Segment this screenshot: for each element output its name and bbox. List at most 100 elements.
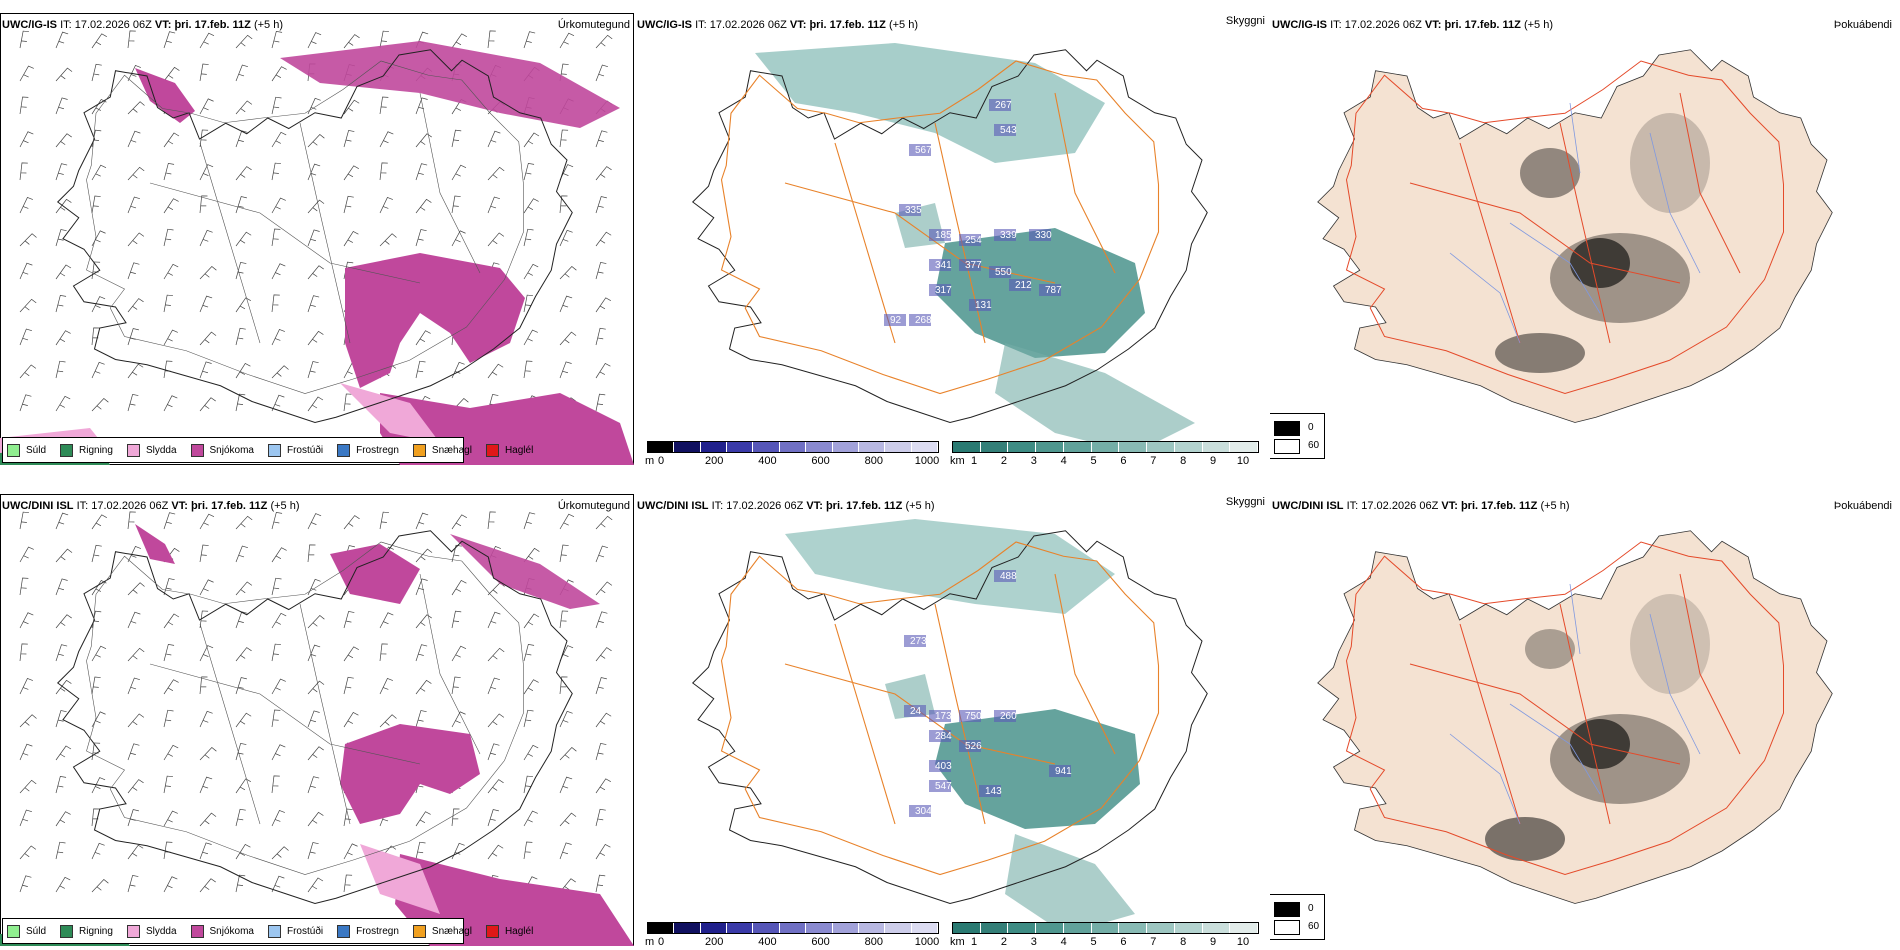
wind-barb <box>199 878 216 893</box>
wind-barb <box>415 360 426 379</box>
wind-barb <box>163 132 180 148</box>
wind-barb <box>163 578 175 596</box>
colorbar-tick: 0 <box>657 936 665 946</box>
cloud-base-marker <box>994 229 1016 241</box>
legend-item: Súld <box>7 924 46 938</box>
wind-barb <box>127 232 145 247</box>
wind-barb <box>55 198 72 214</box>
wind-barb <box>55 578 68 596</box>
wind-barb <box>19 678 33 695</box>
wind-barb <box>559 32 575 49</box>
cloud-base-label: 550 <box>995 267 1012 278</box>
wind-barb <box>595 647 612 662</box>
legend-label: Slydda <box>145 925 177 937</box>
wind-barb <box>235 363 251 379</box>
cloud-base-marker <box>909 805 931 817</box>
legend-swatch <box>190 443 204 457</box>
wind-barb <box>307 163 321 181</box>
legend-item: Rigning <box>60 924 113 938</box>
wind-barb <box>523 775 533 794</box>
colorbar-cell <box>953 923 981 933</box>
wind-barb <box>19 233 37 247</box>
colorbar-tick: 4 <box>1060 455 1067 465</box>
cloud-base-label: 526 <box>965 741 982 752</box>
legend-swatch <box>267 443 281 457</box>
wind-barb <box>595 297 611 313</box>
cloud-base-label: 317 <box>935 285 952 296</box>
wind-barb <box>163 709 174 728</box>
precip-type-panel-bottom: UWC/DINI ISL IT: 17.02.2026 06Z VT: þri.… <box>0 494 634 946</box>
colorbar-strip <box>952 922 1259 934</box>
wind-barb <box>271 197 286 214</box>
roads <box>1345 541 1784 876</box>
wind-barb <box>523 360 533 379</box>
wind-barb <box>163 228 174 247</box>
iceland-coastline <box>56 530 573 905</box>
wind-barb <box>127 546 141 563</box>
wind-barb <box>127 328 139 346</box>
wind-barb <box>487 130 501 148</box>
wind-barb <box>19 546 34 563</box>
wind-barb <box>487 743 500 761</box>
wind-barb <box>523 512 536 530</box>
colorbar-cell <box>911 923 938 933</box>
wind-barb <box>55 31 69 49</box>
colorbar-cell <box>1147 923 1175 933</box>
colorbar-tick: 800 <box>864 455 883 465</box>
wind-barb <box>487 166 505 181</box>
legend-item: Snjókoma <box>190 924 254 938</box>
wind-barb <box>199 32 215 49</box>
wind-barb <box>19 643 28 662</box>
wind-barb <box>559 129 569 148</box>
wind-barb <box>271 810 285 827</box>
wind-barb <box>271 66 287 82</box>
wind-barb <box>595 778 611 794</box>
wind-barb <box>55 548 73 563</box>
colorbar-cell <box>858 923 886 933</box>
colorbar-cell <box>953 442 981 452</box>
wind-barb <box>55 97 68 115</box>
colorbar-strip <box>952 441 1259 453</box>
colorbar-tick: 4 <box>1060 936 1067 946</box>
wind-barb <box>271 547 287 563</box>
wind-barb <box>127 394 139 412</box>
iceland-coastline <box>691 530 1208 905</box>
legend-swatch <box>412 924 426 938</box>
wind-barb <box>91 129 102 148</box>
wind-barb <box>307 513 322 530</box>
colorbar-tick: 1000 <box>914 936 940 946</box>
wind-barb <box>91 808 100 827</box>
legend-swatch <box>126 443 140 457</box>
colorbar-strip <box>647 922 939 934</box>
wind-barb <box>307 32 322 49</box>
wind-barb <box>199 397 216 412</box>
wind-barb <box>19 262 33 280</box>
wind-barb <box>235 647 252 662</box>
wind-barb <box>559 266 577 280</box>
wind-barb <box>163 294 173 313</box>
wind-barb <box>19 714 37 728</box>
wind-barb <box>343 34 360 49</box>
wind-barb <box>307 615 325 629</box>
wind-barb <box>199 747 217 761</box>
wind-barb <box>271 875 285 893</box>
wind-barb <box>271 775 280 794</box>
wind-barb <box>595 166 612 181</box>
wind-barb <box>91 195 101 214</box>
wind-barb <box>559 513 575 530</box>
wind-barbs <box>19 30 613 412</box>
wind-barb <box>487 677 500 695</box>
cloud-base-label: 377 <box>965 260 982 271</box>
wind-barb <box>487 30 496 49</box>
wind-barb <box>19 809 32 827</box>
wind-barb <box>55 330 71 346</box>
wind-barb <box>235 712 252 728</box>
cloud-base-marker <box>1009 279 1031 291</box>
wind-barb <box>127 809 139 827</box>
colorbar-tick: 3 <box>1030 455 1037 465</box>
cloud-base-marker <box>959 234 981 246</box>
precip-type-panel-top: UWC/IG-IS IT: 17.02.2026 06Z VT: þri. 17… <box>0 13 634 465</box>
fog-swatch-dense <box>1274 421 1300 436</box>
wind-barb <box>343 515 360 530</box>
wind-barb <box>523 709 534 728</box>
